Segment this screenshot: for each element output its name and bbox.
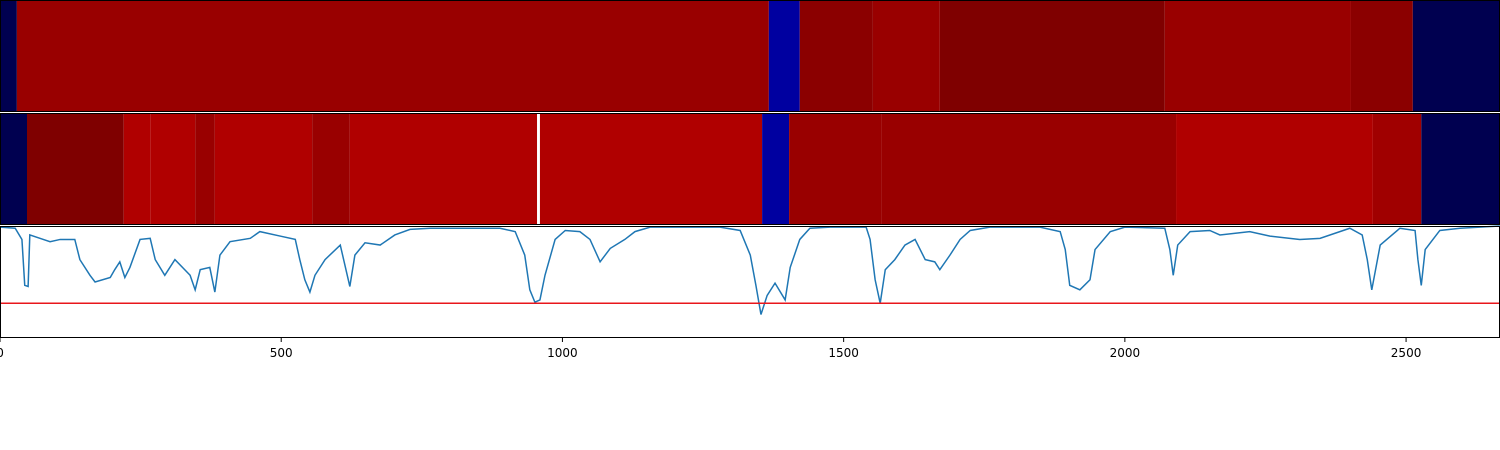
- segment: [16, 0, 769, 112]
- x-tick-label: 500: [270, 346, 293, 360]
- segment: [762, 113, 790, 225]
- segment: [789, 113, 882, 225]
- segment: [537, 113, 540, 225]
- segment: [312, 113, 350, 225]
- segment: [799, 0, 873, 112]
- panel-frame: [0, 226, 1500, 338]
- segment: [1164, 0, 1351, 112]
- segment: [881, 113, 1177, 225]
- segment: [768, 0, 800, 112]
- segment: [872, 0, 940, 112]
- segment: [349, 113, 538, 225]
- segment: [150, 113, 196, 225]
- segment: [1421, 113, 1500, 225]
- segment: [0, 113, 27, 225]
- x-tick-label: 2000: [1110, 346, 1141, 360]
- segment: [939, 0, 1165, 112]
- segment: [1350, 0, 1413, 112]
- x-tick-label: 2500: [1391, 346, 1422, 360]
- segment: [539, 113, 763, 225]
- x-tick-label: 1000: [547, 346, 578, 360]
- segment: [123, 113, 151, 225]
- segment: [1412, 0, 1500, 112]
- x-tick-label: 1500: [828, 346, 859, 360]
- x-tick-label: 0: [0, 346, 4, 360]
- segment: [0, 0, 17, 112]
- segment: [1176, 113, 1373, 225]
- segment: [214, 113, 313, 225]
- segment: [1372, 113, 1422, 225]
- data-line: [0, 225, 1500, 315]
- segment: [26, 113, 124, 225]
- segment: [195, 113, 215, 225]
